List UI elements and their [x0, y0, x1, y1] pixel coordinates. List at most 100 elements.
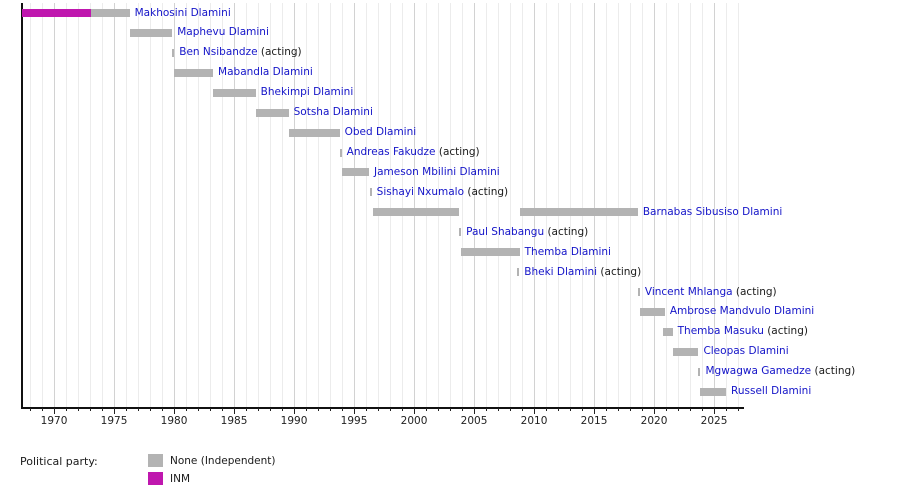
person-name-link[interactable]: Obed Dlamini	[344, 126, 417, 139]
gridline-major	[534, 3, 536, 407]
x-axis-minor-tick	[606, 408, 608, 411]
x-axis-major-tick	[654, 408, 656, 414]
x-axis-tick-label: 2015	[580, 415, 608, 427]
person-name-link[interactable]: Andreas Fakudze	[346, 146, 436, 158]
x-axis-minor-tick	[678, 408, 680, 411]
x-axis-tick-label: 1985	[220, 415, 248, 427]
person-name-link[interactable]: Sishayi Nxumalo	[376, 185, 465, 198]
person-name-link[interactable]: Makhosini Dlamini	[134, 6, 231, 19]
person-name-link[interactable]: Bheki Dlamini	[524, 265, 598, 278]
timeline-row-label: Obed Dlamini	[345, 126, 417, 139]
gridline-minor	[282, 3, 284, 407]
person-name-link[interactable]: Mabandla Dlamini	[218, 66, 313, 79]
timeline-row-label: Themba Masuku (acting)	[678, 325, 808, 338]
x-axis-major-tick	[234, 408, 236, 414]
person-name-link[interactable]: Cleopas Dlamini	[703, 345, 789, 358]
term-bar-segment	[372, 208, 460, 217]
gridline-minor	[558, 3, 560, 407]
person-name-link[interactable]: Themba Dlamini	[524, 245, 611, 258]
x-axis-minor-tick	[306, 408, 308, 411]
gridline-minor	[42, 3, 44, 407]
timeline-row-label: Ambrose Mandvulo Dlamini	[670, 305, 814, 318]
person-name-link[interactable]: Ben Nsibandze	[179, 46, 258, 59]
person-name-link[interactable]: Russell Dlamini	[731, 385, 812, 398]
timeline-row-label: Andreas Fakudze (acting)	[347, 146, 480, 159]
person-name-link[interactable]: Jameson Mbilini Dlamini	[374, 165, 500, 178]
x-axis-major-tick	[534, 408, 536, 414]
x-axis-minor-tick	[318, 408, 320, 411]
x-axis-tick-label: 1975	[100, 415, 128, 427]
x-axis-minor-tick	[342, 408, 344, 411]
person-name-link[interactable]: Mgwagwa Gamedze	[705, 365, 812, 378]
legend-title: Political party:	[20, 455, 98, 468]
gridline-minor	[246, 3, 248, 407]
term-bar-segment	[459, 228, 462, 237]
x-axis-minor-tick	[486, 408, 488, 411]
gridline-major	[114, 3, 116, 407]
person-name-link[interactable]: Bhekimpi Dlamini	[260, 86, 354, 99]
gridline-minor	[726, 3, 728, 407]
term-bar-segment	[172, 48, 175, 57]
x-axis-minor-tick	[30, 408, 32, 411]
timeline-row-label: Sishayi Nxumalo (acting)	[377, 186, 508, 199]
x-axis-tick-label: 2000	[400, 415, 428, 427]
x-axis-minor-tick	[138, 408, 140, 411]
gridline-minor	[210, 3, 212, 407]
x-axis-minor-tick	[666, 408, 668, 411]
person-name-link[interactable]: Maphevu Dlamini	[177, 26, 269, 39]
x-axis-minor-tick	[618, 408, 620, 411]
timeline-row-label: Mgwagwa Gamedze (acting)	[705, 365, 855, 378]
person-name-link[interactable]: Barnabas Sibusiso Dlamini	[642, 205, 783, 218]
timeline-row-label: Cleopas Dlamini	[703, 345, 788, 358]
x-axis-minor-tick	[582, 408, 584, 411]
legend: Political party: None (Independent) INM	[0, 444, 900, 487]
x-axis-minor-tick	[102, 408, 104, 411]
legend-item-label: None (Independent)	[170, 455, 276, 467]
gridline-major	[474, 3, 476, 407]
timeline-row-label: Sotsha Dlamini	[294, 106, 373, 119]
gridline-minor	[342, 3, 344, 407]
person-name-link[interactable]: Sotsha Dlamini	[293, 106, 373, 119]
x-axis-minor-tick	[426, 408, 428, 411]
x-axis-minor-tick	[126, 408, 128, 411]
timeline-row-label: Bheki Dlamini (acting)	[524, 266, 641, 279]
legend-swatch-none	[148, 454, 163, 467]
timeline-row-label: Ben Nsibandze (acting)	[179, 46, 301, 59]
person-name-link[interactable]: Ambrose Mandvulo Dlamini	[669, 305, 815, 318]
gridline-minor	[270, 3, 272, 407]
term-bar-segment	[129, 28, 173, 37]
x-axis-minor-tick	[726, 408, 728, 411]
x-axis-major-tick	[114, 408, 116, 414]
acting-suffix: (acting)	[763, 325, 808, 338]
x-axis-major-tick	[594, 408, 596, 414]
gridline-minor	[738, 3, 740, 407]
gridline-minor	[570, 3, 572, 407]
x-axis-minor-tick	[282, 408, 284, 411]
x-axis-minor-tick	[186, 408, 188, 411]
gridline-major	[654, 3, 656, 407]
acting-suffix: (acting)	[597, 265, 642, 278]
x-axis-minor-tick	[222, 408, 224, 411]
timeline-row-label: Jameson Mbilini Dlamini	[374, 166, 500, 179]
gridline-minor	[126, 3, 128, 407]
person-name-link[interactable]: Paul Shabangu	[466, 225, 545, 238]
x-axis-minor-tick	[246, 408, 248, 411]
x-axis-minor-tick	[150, 408, 152, 411]
term-bar-segment	[213, 88, 256, 97]
x-axis-minor-tick	[510, 408, 512, 411]
x-axis-minor-tick	[522, 408, 524, 411]
gridline-minor	[138, 3, 140, 407]
x-axis-minor-tick	[450, 408, 452, 411]
person-name-link[interactable]: Themba Masuku	[677, 325, 764, 338]
person-name-link[interactable]: Vincent Mhlanga	[644, 285, 733, 298]
gridline-major	[54, 3, 56, 407]
x-axis-major-tick	[414, 408, 416, 414]
x-axis-minor-tick	[162, 408, 164, 411]
x-axis-tick-label: 2005	[460, 415, 488, 427]
x-axis-minor-tick	[90, 408, 92, 411]
x-axis-tick-label: 2025	[700, 415, 728, 427]
timeline-row-label: Barnabas Sibusiso Dlamini	[643, 206, 782, 219]
x-axis-major-tick	[714, 408, 716, 414]
x-axis-minor-tick	[390, 408, 392, 411]
